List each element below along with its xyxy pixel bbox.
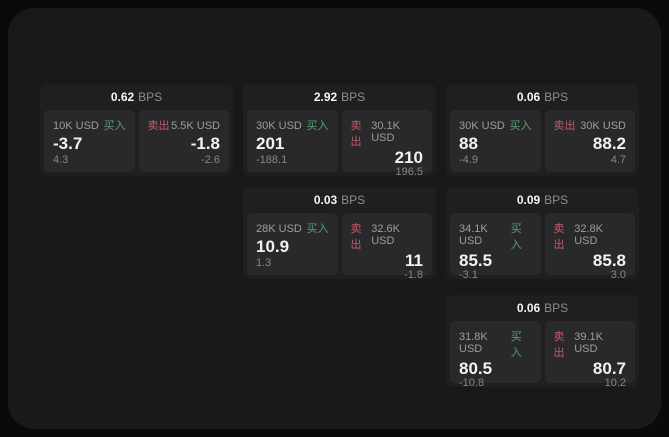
sell-notional: 5.5K USD bbox=[171, 120, 220, 132]
sell-notional: 39.1K USD bbox=[574, 331, 603, 355]
sell-side-label: 卖出 bbox=[553, 223, 565, 251]
buy-quote-tile[interactable]: 31.8K USD 买入 80.5 -10.8 bbox=[450, 321, 541, 389]
buy-sub-value: -10.8 bbox=[459, 377, 485, 389]
bps-unit-label: BPS bbox=[544, 193, 569, 207]
bps-value: 0.06 bbox=[516, 90, 541, 104]
buy-notional: 31.8K USD bbox=[459, 331, 488, 355]
sell-price: 11 bbox=[405, 251, 423, 270]
buy-quote-tile[interactable]: 10K USD 买入 -3.7 4.3 bbox=[44, 110, 135, 172]
bps-unit-label: BPS bbox=[341, 90, 366, 104]
sell-price: 80.7 bbox=[592, 359, 626, 378]
bps-value: 0.06 bbox=[516, 301, 541, 315]
buy-notional: 30K USD bbox=[256, 120, 302, 132]
quote-card: 0.62 BPS 10K USD 买入 -3.7 4.3 卖出 5.5K USD… bbox=[40, 84, 233, 176]
buy-price: -3.7 bbox=[53, 134, 83, 153]
sell-notional: 30K USD bbox=[580, 120, 626, 132]
buy-sub-value: -3.1 bbox=[459, 269, 478, 281]
buy-sub-value: -4.9 bbox=[459, 154, 478, 166]
buy-price: 10.9 bbox=[256, 237, 290, 256]
buy-quote-tile[interactable]: 28K USD 买入 10.9 1.3 bbox=[247, 213, 338, 275]
card-bps-header: 0.06 BPS bbox=[450, 84, 635, 110]
sell-side-label: 卖出 bbox=[553, 331, 565, 359]
sell-sub-value: -1.8 bbox=[404, 269, 423, 281]
buy-side-label: 买入 bbox=[510, 223, 522, 251]
sell-quote-tile[interactable]: 卖出 5.5K USD -1.8 -2.6 bbox=[138, 110, 229, 172]
buy-side-label: 买入 bbox=[509, 120, 532, 132]
sell-notional: 30.1K USD bbox=[371, 120, 400, 144]
quote-card: 0.03 BPS 28K USD 买入 10.9 1.3 卖出 32.6K US… bbox=[243, 187, 436, 281]
buy-notional: 30K USD bbox=[459, 120, 505, 132]
app-panel: 0.62 BPS 10K USD 买入 -3.7 4.3 卖出 5.5K USD… bbox=[8, 8, 661, 429]
buy-quote-tile[interactable]: 34.1K USD 买入 85.5 -3.1 bbox=[450, 213, 541, 281]
buy-sub-value: -188.1 bbox=[256, 154, 288, 166]
bps-value: 0.09 bbox=[516, 193, 541, 207]
bps-unit-label: BPS bbox=[138, 90, 163, 104]
sell-price: 88.2 bbox=[592, 134, 626, 153]
sell-sub-value: 3.0 bbox=[610, 269, 626, 281]
buy-price: 88 bbox=[459, 134, 478, 153]
buy-notional: 34.1K USD bbox=[459, 223, 488, 247]
buy-notional: 28K USD bbox=[256, 223, 302, 235]
buy-quote-tile[interactable]: 30K USD 买入 88 -4.9 bbox=[450, 110, 541, 172]
bps-value: 2.92 bbox=[313, 90, 338, 104]
buy-side-label: 买入 bbox=[306, 120, 329, 132]
buy-side-label: 买入 bbox=[510, 331, 522, 359]
quote-card: 0.06 BPS 30K USD 买入 88 -4.9 卖出 30K USD 8… bbox=[446, 84, 639, 176]
card-bps-header: 0.03 BPS bbox=[247, 187, 432, 213]
buy-notional: 10K USD bbox=[53, 120, 99, 132]
card-bps-header: 0.09 BPS bbox=[450, 187, 635, 213]
buy-side-label: 买入 bbox=[103, 120, 126, 132]
sell-price: 210 bbox=[394, 148, 423, 167]
quote-card: 0.06 BPS 31.8K USD 买入 80.5 -10.8 卖出 39.1… bbox=[446, 295, 639, 389]
bps-unit-label: BPS bbox=[544, 301, 569, 315]
card-bps-header: 0.06 BPS bbox=[450, 295, 635, 321]
quote-card: 2.92 BPS 30K USD 买入 201 -188.1 卖出 30.1K … bbox=[243, 84, 436, 178]
buy-side-label: 买入 bbox=[306, 223, 329, 235]
buy-price: 80.5 bbox=[459, 359, 493, 378]
card-bps-header: 2.92 BPS bbox=[247, 84, 432, 110]
buy-quote-tile[interactable]: 30K USD 买入 201 -188.1 bbox=[247, 110, 338, 172]
bps-value: 0.03 bbox=[313, 193, 338, 207]
sell-quote-tile[interactable]: 卖出 32.6K USD 11 -1.8 bbox=[341, 213, 432, 281]
sell-sub-value: -2.6 bbox=[201, 154, 220, 166]
buy-sub-value: 1.3 bbox=[256, 257, 272, 269]
sell-notional: 32.8K USD bbox=[574, 223, 603, 247]
quote-card: 0.09 BPS 34.1K USD 买入 85.5 -3.1 卖出 32.8K… bbox=[446, 187, 639, 281]
buy-price: 85.5 bbox=[459, 251, 493, 270]
card-bps-header: 0.62 BPS bbox=[44, 84, 229, 110]
sell-side-label: 卖出 bbox=[350, 120, 362, 148]
bps-unit-label: BPS bbox=[544, 90, 569, 104]
sell-price: -1.8 bbox=[190, 134, 220, 153]
sell-side-label: 卖出 bbox=[553, 120, 576, 132]
sell-price: 85.8 bbox=[592, 251, 626, 270]
bps-value: 0.62 bbox=[110, 90, 135, 104]
sell-quote-tile[interactable]: 卖出 30.1K USD 210 196.5 bbox=[341, 110, 432, 178]
sell-quote-tile[interactable]: 卖出 32.8K USD 85.8 3.0 bbox=[544, 213, 635, 281]
sell-notional: 32.6K USD bbox=[371, 223, 400, 247]
buy-price: 201 bbox=[256, 134, 285, 153]
buy-sub-value: 4.3 bbox=[53, 154, 69, 166]
sell-sub-value: 196.5 bbox=[395, 166, 423, 178]
sell-quote-tile[interactable]: 卖出 39.1K USD 80.7 10.2 bbox=[544, 321, 635, 389]
sell-sub-value: 10.2 bbox=[604, 377, 626, 389]
sell-sub-value: 4.7 bbox=[610, 154, 626, 166]
sell-side-label: 卖出 bbox=[350, 223, 362, 251]
sell-side-label: 卖出 bbox=[147, 120, 170, 132]
sell-quote-tile[interactable]: 卖出 30K USD 88.2 4.7 bbox=[544, 110, 635, 172]
bps-unit-label: BPS bbox=[341, 193, 366, 207]
